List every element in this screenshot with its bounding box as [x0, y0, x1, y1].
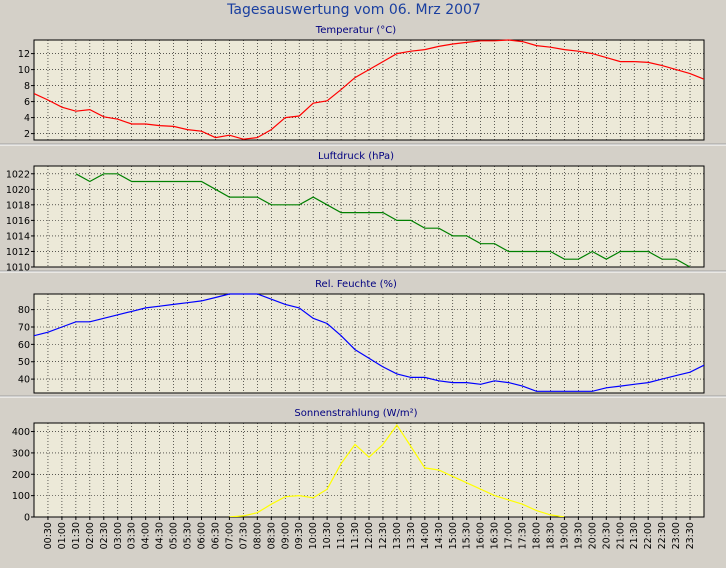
x-tick-label: 12:30	[378, 522, 389, 549]
series-line-humidity	[34, 293, 704, 392]
y-tick-label: 50	[18, 357, 30, 368]
x-tick-label: 10:00	[308, 522, 319, 549]
x-tick-label: 13:30	[406, 522, 417, 549]
x-tick-label: 13:00	[392, 522, 403, 549]
x-tick-label: 07:30	[238, 522, 249, 549]
x-tick-label: 23:30	[685, 522, 696, 549]
x-tick-label: 06:00	[197, 522, 208, 549]
y-tick-label: 12	[18, 49, 30, 60]
chart-panel-humidity: Rel. Feuchte (%) 40 50 60 70 80	[0, 279, 726, 398]
y-tick-label: 4	[24, 113, 30, 124]
x-tick-label: 19:00	[559, 522, 570, 549]
x-tick-label: 20:30	[601, 522, 612, 549]
x-tick-label: 03:30	[127, 522, 138, 549]
x-tick-label: 07:00	[224, 522, 235, 549]
x-tick-label: 15:30	[462, 522, 473, 549]
x-tick-label: 09:30	[294, 522, 305, 549]
x-tick-label: 10:30	[322, 522, 333, 549]
y-tick-label: 1014	[6, 231, 30, 242]
x-tick-label: 15:00	[448, 522, 459, 549]
y-tick-label: 40	[18, 375, 30, 386]
y-tick-label: 60	[18, 340, 30, 351]
x-tick-label: 05:30	[183, 522, 194, 549]
chart-title-temperature: Temperatur (°C)	[315, 25, 396, 36]
chart-panel-temperature: Temperatur (°C) 2 4 6 8 10 12	[0, 25, 726, 146]
x-tick-label: 21:00	[615, 522, 626, 549]
chart-panel-radiation: Sonnenstrahlung (W/m²) 0 100 200 300 400	[12, 408, 705, 524]
x-tick-label: 01:00	[57, 522, 68, 549]
y-tick-label: 200	[12, 470, 30, 481]
y-tick-label: 1016	[6, 216, 30, 227]
x-tick-label: 12:00	[364, 522, 375, 549]
x-tick-label: 19:30	[573, 522, 584, 549]
x-tick-label: 22:00	[643, 522, 654, 549]
y-tick-label: 1012	[6, 247, 30, 258]
series-line-temperature	[34, 39, 704, 140]
y-tick-label: 10	[18, 65, 30, 76]
x-tick-label: 04:30	[155, 522, 166, 549]
x-tick-label: 01:30	[71, 522, 82, 549]
chart-title-humidity: Rel. Feuchte (%)	[315, 279, 397, 290]
plot-frame	[33, 165, 705, 268]
x-tick-label: 08:30	[266, 522, 277, 549]
x-tick-label: 03:00	[113, 522, 124, 549]
x-tick-label: 22:30	[657, 522, 668, 549]
y-tick-label: 1020	[6, 185, 30, 196]
chart-title-radiation: Sonnenstrahlung (W/m²)	[294, 408, 417, 419]
series-line-radiation	[229, 424, 565, 517]
x-tick-label: 18:00	[532, 522, 543, 549]
x-tick-label: 05:00	[169, 522, 180, 549]
y-tick-label: 1010	[6, 263, 30, 274]
y-tick-label: 0	[24, 513, 30, 524]
main-title: Tagesauswertung vom 06. Mrz 2007	[226, 2, 481, 18]
x-tick-label: 14:00	[420, 522, 431, 549]
x-tick-label: 11:00	[336, 522, 347, 549]
series-line-pressure	[75, 173, 691, 267]
y-tick-label: 2	[24, 129, 30, 140]
x-tick-label: 04:00	[141, 522, 152, 549]
x-tick-label: 11:30	[350, 522, 361, 549]
x-tick-label: 02:30	[99, 522, 110, 549]
chart-panel-pressure: Luftdruck (hPa) 1010 1012 1014 1016 1018 1020 1…	[0, 151, 726, 274]
x-tick-label: 21:30	[629, 522, 640, 549]
y-tick-label: 80	[18, 305, 30, 316]
x-tick-label: 16:30	[490, 522, 501, 549]
x-tick-label: 18:30	[545, 522, 556, 549]
x-tick-label: 17:00	[504, 522, 515, 549]
y-tick-label: 100	[12, 491, 30, 502]
x-tick-label: 02:00	[85, 522, 96, 549]
plot-frame	[33, 39, 705, 141]
y-tick-label: 8	[24, 81, 30, 92]
x-tick-label: 09:00	[280, 522, 291, 549]
plot-area-humidity	[34, 294, 704, 393]
y-tick-label: 300	[12, 448, 30, 459]
y-tick-label: 6	[24, 97, 30, 108]
x-tick-label: 14:30	[434, 522, 445, 549]
y-tick-label: 70	[18, 323, 30, 334]
x-tick-label: 16:00	[476, 522, 487, 549]
x-tick-label: 20:00	[587, 522, 598, 549]
x-axis: 00:30 01:00 01:30 02:00 02:30 03:00 03:30 04:00…	[43, 517, 696, 549]
plot-area-radiation	[34, 423, 704, 517]
x-tick-label: 23:00	[671, 522, 682, 549]
x-tick-label: 06:30	[210, 522, 221, 549]
y-tick-label: 1018	[6, 200, 30, 211]
plot-frame	[33, 293, 705, 394]
x-tick-label: 08:00	[252, 522, 263, 549]
y-tick-label: 1022	[6, 169, 30, 180]
y-tick-label: 400	[12, 427, 30, 438]
chart-title-pressure: Luftdruck (hPa)	[318, 151, 394, 162]
x-tick-label: 17:30	[518, 522, 529, 549]
plot-area-temperature	[34, 40, 704, 140]
x-tick-label: 00:30	[43, 522, 54, 549]
